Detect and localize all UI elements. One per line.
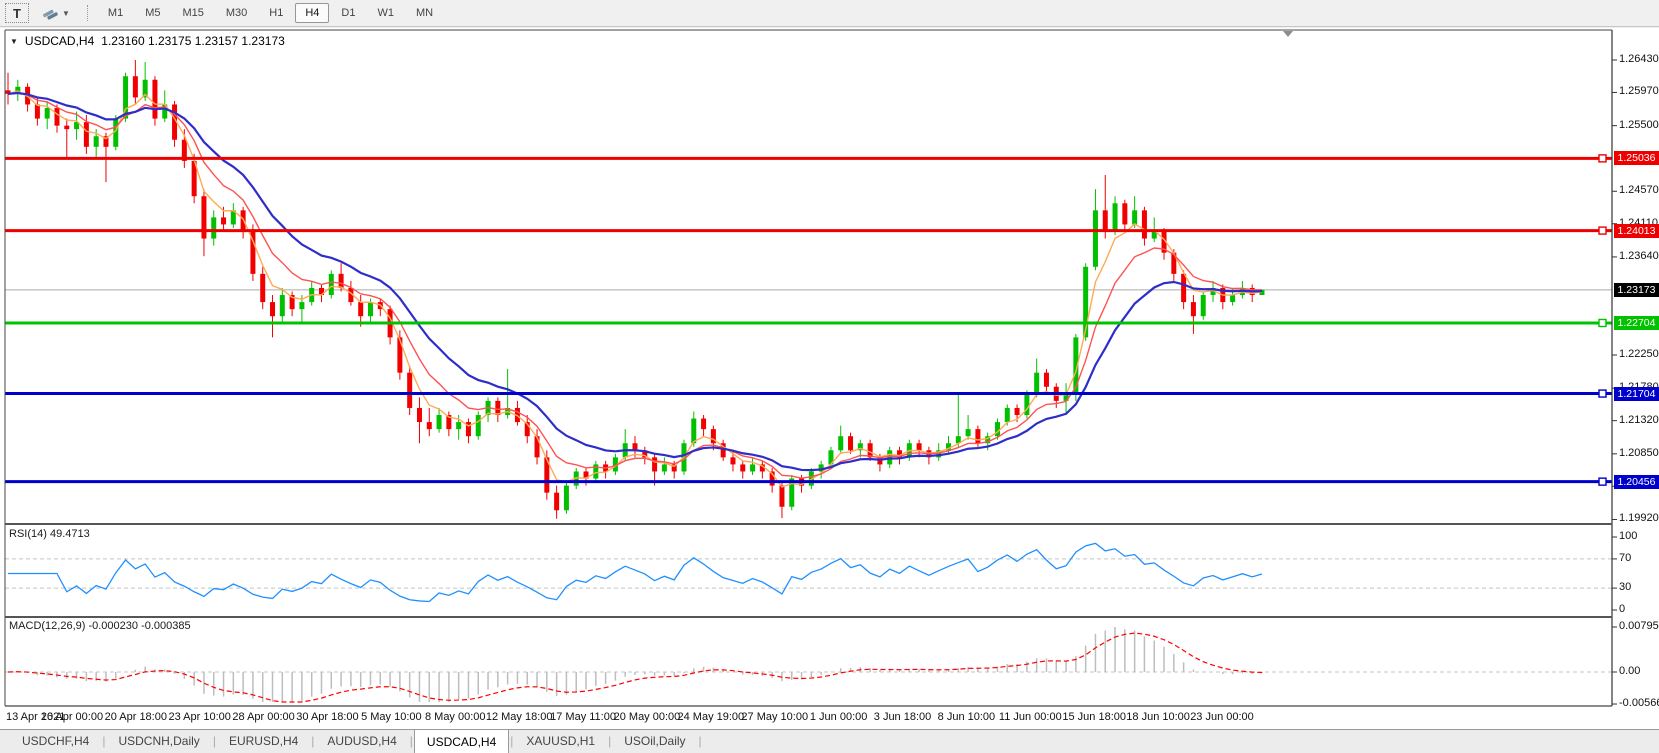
time-axis-label: 23 Jun 00:00 bbox=[1190, 711, 1254, 723]
time-axis-label: 5 May 10:00 bbox=[361, 711, 422, 723]
price-tick-1.25970: 1.25970 bbox=[1619, 85, 1659, 98]
time-axis-label: 30 Apr 18:00 bbox=[296, 711, 359, 723]
rsi-label: RSI(14) 49.4713 bbox=[9, 528, 90, 540]
rsi-scale-30: 30 bbox=[1619, 581, 1632, 594]
toolbar-separator bbox=[86, 5, 89, 21]
chart-title[interactable]: ▼ USDCAD,H4 1.23160 1.23175 1.23157 1.23… bbox=[10, 34, 285, 48]
price-badge-1.20456: 1.20456 bbox=[1614, 474, 1659, 489]
time-axis-label: 24 May 19:00 bbox=[677, 711, 745, 723]
chart-tab-USOil-Daily[interactable]: USOil,Daily bbox=[624, 734, 686, 748]
price-tick-1.22250: 1.22250 bbox=[1619, 348, 1659, 361]
chart-tab-USDCAD-H4[interactable]: USDCAD,H4 bbox=[413, 729, 510, 753]
time-axis-label: 28 Apr 00:00 bbox=[232, 711, 295, 723]
chart-tab-USDCNH-Daily[interactable]: USDCNH,Daily bbox=[118, 734, 200, 748]
collapse-arrow-icon: ▼ bbox=[10, 36, 18, 46]
tab-separator: | bbox=[102, 734, 106, 748]
symbol-timeframe-label: USDCAD,H4 bbox=[24, 34, 95, 48]
chart-tabs-bar: USDCHF,H4 | USDCNH,Daily | EURUSD,H4 | AUDUSD,… bbox=[0, 729, 1659, 753]
chart-tab-AUDUSD-H4[interactable]: AUDUSD,H4 bbox=[327, 734, 397, 748]
rsi-scale-70: 70 bbox=[1619, 551, 1632, 564]
macd-scale-0.00: 0.00 bbox=[1619, 665, 1641, 677]
time-axis-label: 17 May 11:00 bbox=[550, 711, 616, 723]
macd-label: MACD(12,26,9) -0.000230 -0.000385 bbox=[9, 620, 191, 632]
macd-scale--0.005663: -0.005663 bbox=[1619, 697, 1659, 710]
price-badge-1.25036: 1.25036 bbox=[1614, 151, 1659, 166]
timeframe-button-D1[interactable]: D1 bbox=[331, 3, 365, 23]
time-axis-label: 3 Jun 18:00 bbox=[873, 711, 932, 723]
price-tick-1.21320: 1.21320 bbox=[1619, 413, 1659, 426]
timeframe-button-MN[interactable]: MN bbox=[406, 3, 443, 23]
price-tick-1.19920: 1.19920 bbox=[1619, 512, 1659, 525]
price-tick-1.26430: 1.26430 bbox=[1619, 52, 1659, 65]
price-tick-1.25500: 1.25500 bbox=[1619, 118, 1659, 131]
time-axis-label: 12 May 18:00 bbox=[485, 711, 553, 723]
chart-tab-USDCHF-H4[interactable]: USDCHF,H4 bbox=[22, 734, 90, 748]
timeframe-button-M5[interactable]: M5 bbox=[135, 3, 170, 23]
time-axis-label: 11 Jun 00:00 bbox=[998, 711, 1062, 723]
timeframe-button-H1[interactable]: H1 bbox=[259, 3, 293, 23]
time-axis-label: 18 Jun 10:00 bbox=[1126, 711, 1190, 723]
time-axis-label: 27 May 10:00 bbox=[741, 711, 809, 723]
price-badge-1.23173: 1.23173 bbox=[1614, 282, 1659, 297]
time-axis-label: 23 Apr 10:00 bbox=[168, 711, 231, 723]
tab-separator: | bbox=[311, 734, 315, 748]
rsi-scale-100: 100 bbox=[1619, 530, 1638, 542]
timeframe-button-W1[interactable]: W1 bbox=[367, 3, 404, 23]
timeframe-button-M1[interactable]: M1 bbox=[98, 3, 133, 23]
rsi-scale-0: 0 bbox=[1619, 603, 1626, 615]
text-tool-button[interactable]: T bbox=[5, 3, 29, 23]
timeframe-button-M15[interactable]: M15 bbox=[172, 3, 213, 23]
price-tick-1.23640: 1.23640 bbox=[1619, 249, 1659, 262]
timeframe-button-M30[interactable]: M30 bbox=[216, 3, 257, 23]
price-tick-1.24570: 1.24570 bbox=[1619, 184, 1659, 197]
time-axis-label: 1 Jun 00:00 bbox=[809, 711, 868, 723]
time-axis-label: 15 Jun 18:00 bbox=[1062, 711, 1127, 723]
time-axis-label: 13 Apr 2021 bbox=[6, 711, 66, 723]
crayon-tool-button[interactable]: ▼ bbox=[35, 3, 77, 23]
price-tick-1.20850: 1.20850 bbox=[1619, 446, 1659, 459]
ohlc-readout: 1.23160 1.23175 1.23157 1.23173 bbox=[101, 34, 285, 48]
tab-separator: | bbox=[698, 734, 702, 748]
timeframe-button-H4[interactable]: H4 bbox=[295, 3, 330, 23]
time-axis-label: 20 Apr 18:00 bbox=[104, 711, 167, 723]
tab-separator: | bbox=[608, 734, 612, 748]
tab-separator: | bbox=[510, 734, 514, 748]
top-toolbar: T ▼ M1 M5 M15 M30 H1 H4 D1 W1 MN bbox=[0, 0, 1659, 27]
chart-window bbox=[0, 28, 1659, 729]
time-axis-label: 8 Jun 10:00 bbox=[937, 711, 996, 723]
chart-tab-XAUUSD-H1[interactable]: XAUUSD,H1 bbox=[526, 734, 596, 748]
time-axis-label: 8 May 00:00 bbox=[424, 711, 486, 723]
time-axis-label: 20 May 00:00 bbox=[613, 711, 681, 723]
crayon-icon bbox=[42, 5, 59, 21]
tab-separator: | bbox=[212, 734, 216, 748]
time-axis-label: 16 Apr 00:00 bbox=[40, 711, 104, 723]
chevron-down-icon: ▼ bbox=[62, 8, 70, 18]
price-badge-1.24013: 1.24013 bbox=[1614, 223, 1659, 238]
macd-scale-0.007959: 0.007959 bbox=[1619, 620, 1659, 632]
tab-separator: | bbox=[409, 734, 413, 748]
price-badge-1.21704: 1.21704 bbox=[1614, 386, 1659, 401]
chart-tab-EURUSD-H4[interactable]: EURUSD,H4 bbox=[228, 734, 299, 748]
text-tool-label: T bbox=[13, 5, 21, 21]
timeframe-group: M1 M5 M15 M30 H1 H4 D1 W1 MN bbox=[97, 3, 444, 23]
price-badge-1.22704: 1.22704 bbox=[1614, 315, 1659, 330]
